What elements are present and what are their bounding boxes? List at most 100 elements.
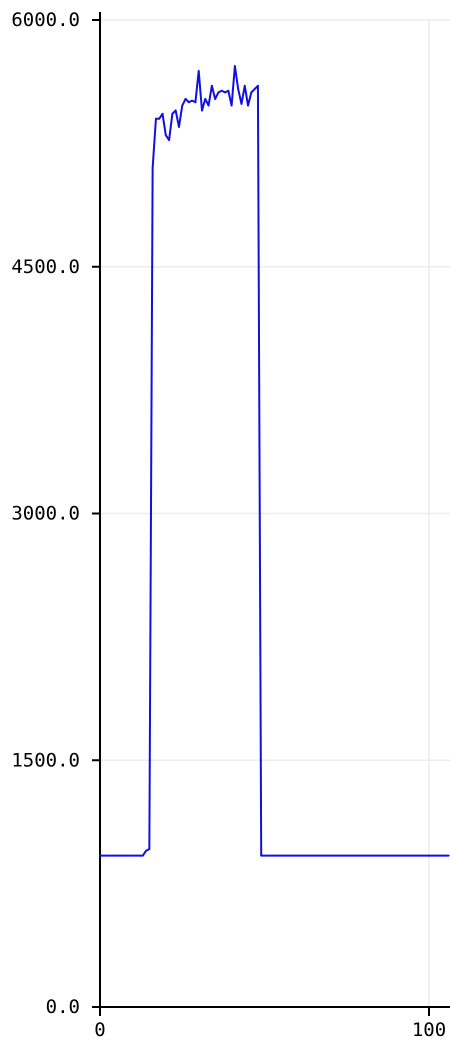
data-point bbox=[276, 854, 279, 857]
data-point bbox=[303, 854, 305, 857]
data-point bbox=[283, 854, 286, 857]
data-point bbox=[266, 854, 269, 857]
data-point bbox=[319, 854, 322, 857]
data-point bbox=[164, 134, 167, 137]
data-point bbox=[105, 854, 108, 857]
y-tick-label: 1500.0 bbox=[11, 749, 80, 771]
data-point bbox=[342, 854, 345, 857]
data-point bbox=[240, 102, 243, 105]
axis-ticks: 0.0 1500.0 3000.0 4500.0 6000.0 0 100 bbox=[11, 9, 446, 1041]
data-point bbox=[135, 854, 138, 857]
data-point bbox=[368, 854, 371, 857]
data-point bbox=[447, 854, 450, 857]
data-point bbox=[401, 854, 404, 857]
data-point bbox=[362, 854, 365, 857]
data-point bbox=[428, 854, 430, 857]
data-point bbox=[168, 139, 170, 141]
data-point bbox=[270, 854, 272, 857]
data-point bbox=[395, 854, 397, 857]
grid-lines bbox=[100, 19, 450, 1007]
data-point bbox=[339, 854, 342, 857]
y-tick-label: 6000.0 bbox=[11, 9, 80, 31]
data-point bbox=[365, 854, 368, 857]
data-point bbox=[335, 854, 338, 857]
data-point bbox=[171, 112, 174, 115]
data-point bbox=[359, 854, 361, 857]
data-point bbox=[309, 854, 312, 857]
data-point bbox=[112, 854, 115, 857]
data-point bbox=[178, 126, 180, 128]
data-point bbox=[296, 854, 299, 857]
data-point bbox=[263, 854, 266, 857]
data-point bbox=[332, 854, 335, 857]
data-point bbox=[128, 854, 131, 857]
axes bbox=[99, 12, 450, 1008]
data-point bbox=[201, 109, 203, 112]
data-point bbox=[378, 854, 381, 857]
data-point bbox=[299, 854, 302, 857]
data-point bbox=[375, 854, 378, 857]
data-point bbox=[148, 848, 151, 850]
data-point bbox=[257, 84, 259, 87]
data-point bbox=[286, 854, 289, 857]
data-point bbox=[273, 854, 276, 857]
data-point bbox=[414, 854, 417, 857]
data-point bbox=[382, 854, 384, 857]
data-point bbox=[329, 854, 332, 857]
data-point bbox=[174, 109, 177, 112]
data-point bbox=[352, 854, 355, 857]
data-point bbox=[233, 65, 236, 67]
data-point bbox=[418, 854, 421, 857]
series-line bbox=[100, 65, 449, 857]
data-point bbox=[118, 854, 121, 857]
data-point bbox=[437, 854, 440, 857]
data-point bbox=[224, 91, 226, 94]
data-point bbox=[247, 104, 249, 107]
data-point bbox=[306, 854, 309, 857]
data-point bbox=[191, 99, 194, 102]
data-point bbox=[207, 104, 210, 107]
data-point bbox=[280, 854, 282, 857]
data-point bbox=[184, 98, 187, 100]
data-point bbox=[181, 104, 184, 107]
data-point bbox=[398, 854, 401, 857]
data-point bbox=[158, 117, 161, 120]
data-point bbox=[326, 854, 328, 857]
data-point bbox=[405, 854, 407, 857]
y-tick-label: 3000.0 bbox=[11, 503, 80, 525]
data-point bbox=[125, 854, 128, 857]
data-point bbox=[260, 854, 263, 857]
data-point bbox=[108, 854, 111, 857]
data-point bbox=[345, 854, 348, 857]
data-point bbox=[385, 854, 388, 857]
x-tick-label: 100 bbox=[412, 1019, 446, 1041]
data-point bbox=[194, 101, 197, 104]
series-layer bbox=[99, 65, 450, 857]
data-point bbox=[210, 84, 213, 87]
data-point bbox=[434, 854, 437, 857]
data-point bbox=[141, 854, 144, 857]
data-point bbox=[187, 101, 190, 104]
data-point bbox=[355, 854, 358, 857]
data-point bbox=[411, 854, 414, 857]
data-point bbox=[151, 167, 154, 169]
data-point bbox=[289, 854, 292, 857]
data-point bbox=[372, 854, 374, 857]
data-point bbox=[214, 98, 217, 100]
x-tick-label: 0 bbox=[94, 1019, 105, 1041]
data-point bbox=[230, 104, 233, 107]
data-point bbox=[431, 854, 434, 857]
data-point bbox=[161, 112, 164, 115]
data-point bbox=[102, 854, 105, 857]
y-tick-label: 4500.0 bbox=[11, 256, 80, 278]
data-point bbox=[243, 84, 246, 87]
data-point bbox=[122, 854, 124, 857]
data-point bbox=[421, 854, 424, 857]
data-point bbox=[217, 91, 220, 94]
data-point bbox=[316, 854, 319, 857]
data-point bbox=[138, 854, 141, 857]
data-point bbox=[155, 117, 157, 120]
data-point bbox=[424, 854, 427, 857]
data-point bbox=[145, 849, 147, 852]
